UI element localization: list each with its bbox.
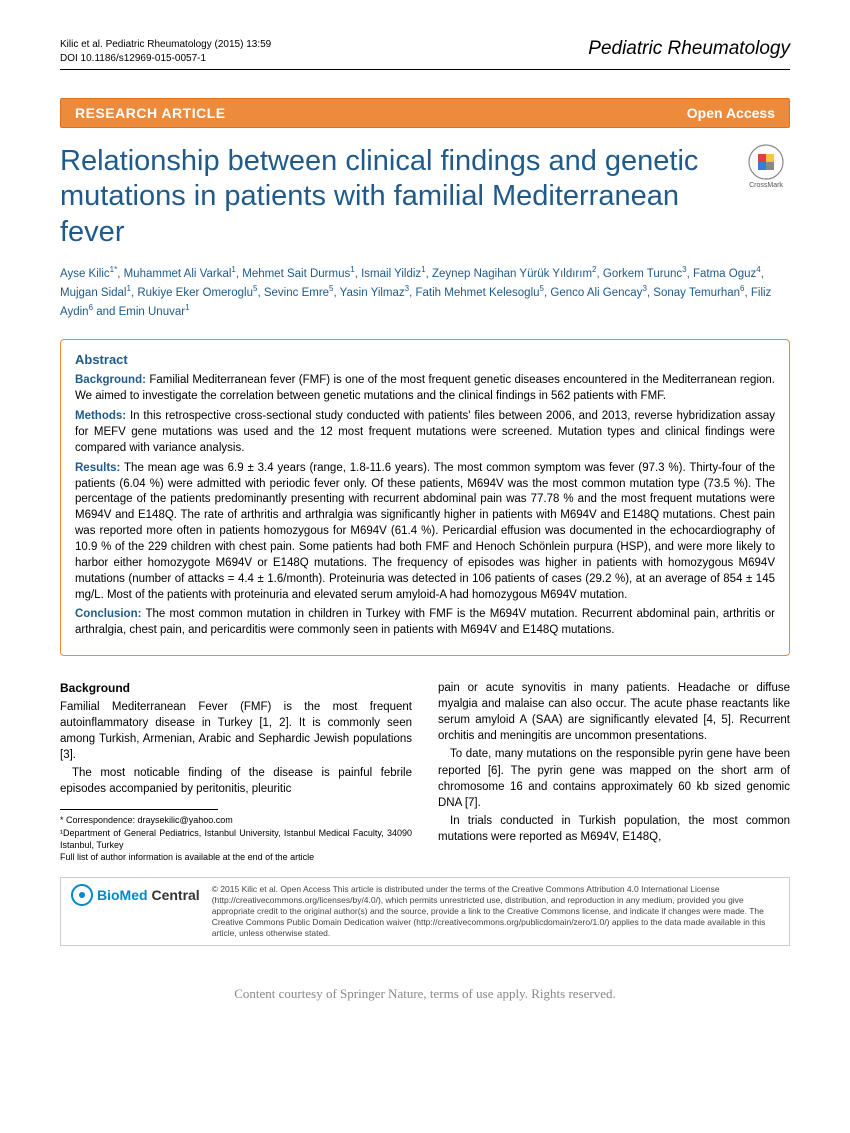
right-column: pain or acute synovitis in many patients…: [438, 680, 790, 863]
right-para-2: To date, many mutations on the responsib…: [438, 746, 790, 810]
doi-text: DOI 10.1186/s12969-015-0057-1: [60, 52, 271, 66]
license-box: BioMed Central © 2015 Kilic et al. Open …: [60, 877, 790, 946]
banner-open-access: Open Access: [687, 105, 775, 121]
abstract-box: Abstract Background: Familial Mediterran…: [60, 339, 790, 656]
abstract-conclusion: Conclusion: The most common mutation in …: [75, 607, 775, 639]
left-column: Background Familial Mediterranean Fever …: [60, 680, 412, 863]
abstract-conclusion-text: The most common mutation in children in …: [75, 608, 775, 636]
correspondence: * Correspondence: draysekilic@yahoo.com: [60, 814, 412, 826]
bmc-text: BioMed Central: [97, 886, 200, 904]
article-type-banner: RESEARCH ARTICLE Open Access: [60, 98, 790, 128]
license-text: © 2015 Kilic et al. Open Access This art…: [212, 884, 779, 939]
header-row: Kilic et al. Pediatric Rheumatology (201…: [60, 38, 790, 70]
crossmark-label: CrossMark: [749, 182, 783, 189]
footnotes: * Correspondence: draysekilic@yahoo.com …: [60, 814, 412, 863]
biomed-central-logo: BioMed Central: [71, 884, 200, 906]
footer-attribution: Content courtesy of Springer Nature, ter…: [0, 966, 850, 1016]
left-para-1: Familial Mediterranean Fever (FMF) is th…: [60, 699, 412, 763]
abstract-background-label: Background:: [75, 374, 146, 386]
background-heading: Background: [60, 680, 412, 697]
abstract-background-text: Familial Mediterranean fever (FMF) is on…: [75, 374, 775, 402]
title-row: Relationship between clinical findings a…: [60, 144, 790, 264]
footnote-separator: [60, 809, 218, 810]
crossmark-icon: [748, 144, 784, 180]
authors-list: Ayse Kilic1*, Muhammet Ali Varkal1, Mehm…: [60, 264, 790, 321]
body-columns: Background Familial Mediterranean Fever …: [60, 680, 790, 863]
abstract-methods-text: In this retrospective cross-sectional st…: [75, 410, 775, 454]
article-title: Relationship between clinical findings a…: [60, 144, 728, 250]
right-para-1: pain or acute synovitis in many patients…: [438, 680, 790, 744]
abstract-results-label: Results:: [75, 462, 120, 474]
citation-block: Kilic et al. Pediatric Rheumatology (201…: [60, 38, 271, 65]
abstract-methods-label: Methods:: [75, 410, 126, 422]
citation-text: Kilic et al. Pediatric Rheumatology (201…: [60, 38, 271, 52]
abstract-conclusion-label: Conclusion:: [75, 608, 141, 620]
abstract-methods: Methods: In this retrospective cross-sec…: [75, 409, 775, 457]
left-para-2: The most noticable finding of the diseas…: [60, 765, 412, 797]
author-info-note: Full list of author information is avail…: [60, 851, 412, 863]
right-para-3: In trials conducted in Turkish populatio…: [438, 813, 790, 845]
affiliation: ¹Department of General Pediatrics, Istan…: [60, 827, 412, 851]
crossmark-badge[interactable]: CrossMark: [742, 144, 790, 189]
page-container: Kilic et al. Pediatric Rheumatology (201…: [0, 0, 850, 966]
abstract-heading: Abstract: [75, 352, 775, 367]
bmc-icon: [71, 884, 93, 906]
abstract-background: Background: Familial Mediterranean fever…: [75, 373, 775, 405]
journal-name: Pediatric Rheumatology: [588, 38, 790, 60]
abstract-results-text: The mean age was 6.9 ± 3.4 years (range,…: [75, 462, 775, 601]
abstract-results: Results: The mean age was 6.9 ± 3.4 year…: [75, 461, 775, 604]
banner-article-type: RESEARCH ARTICLE: [75, 105, 226, 121]
